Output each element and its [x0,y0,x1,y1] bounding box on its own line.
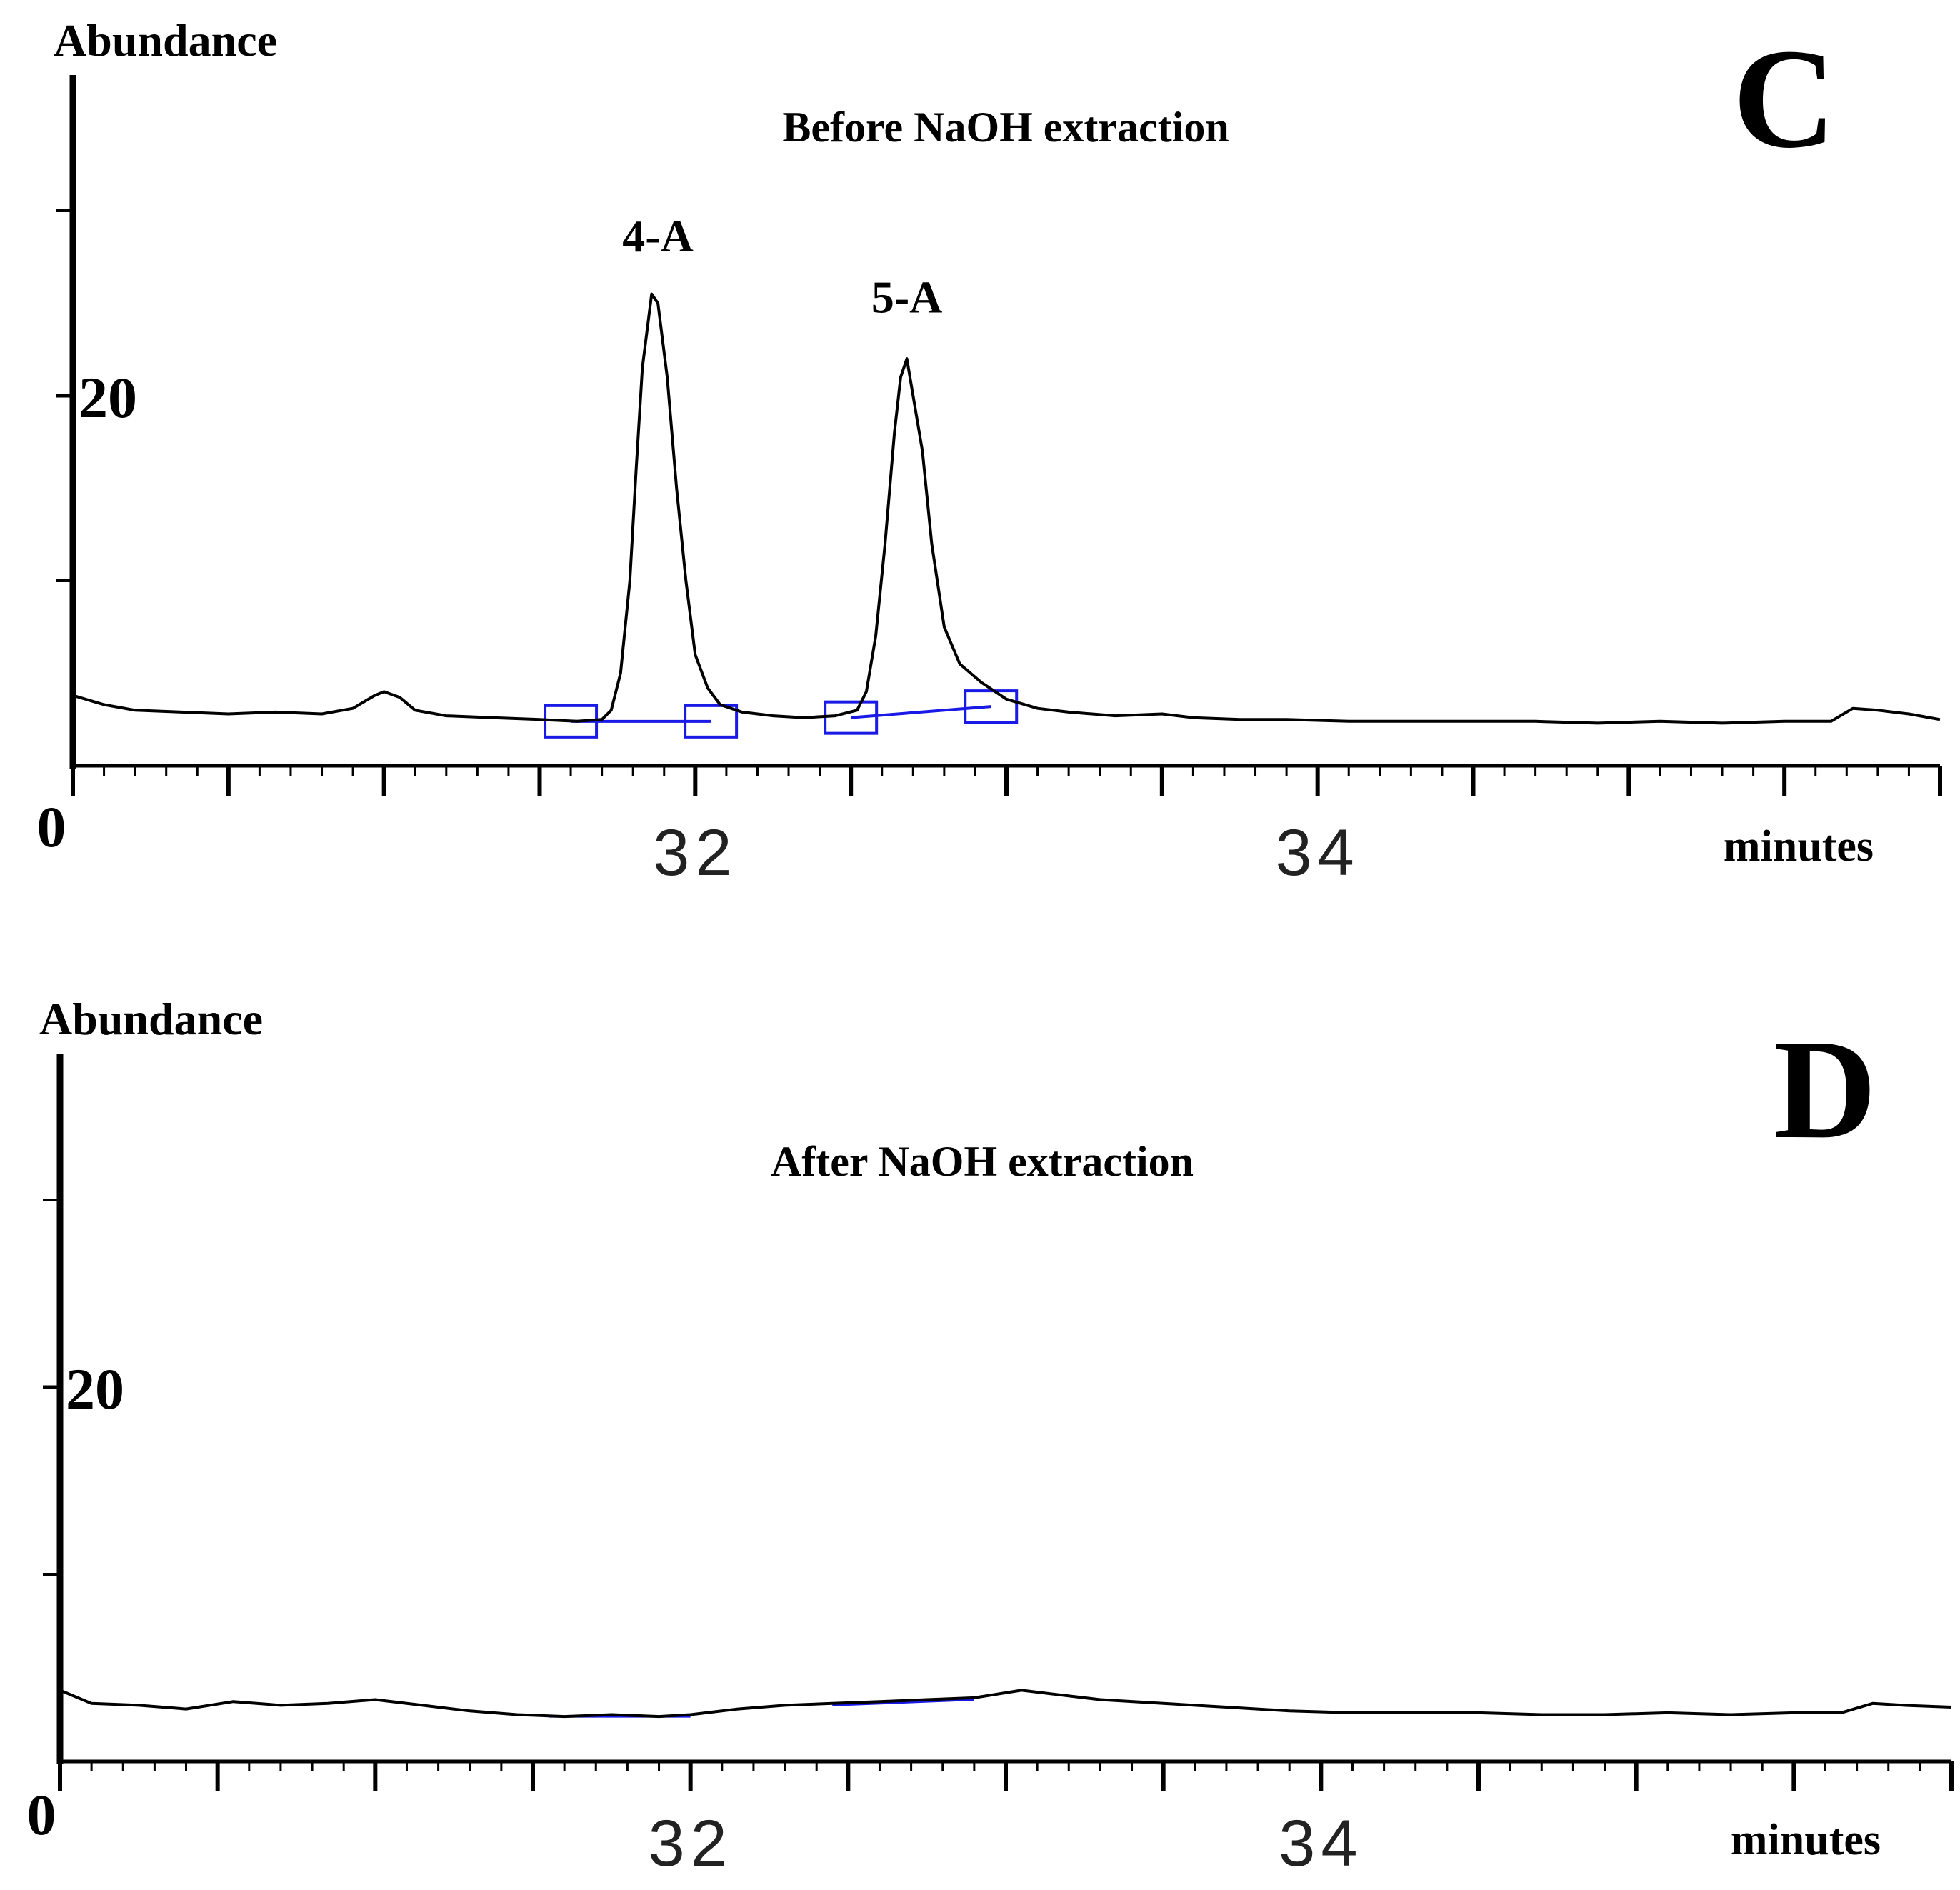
panel-c: Abundance Before NaOH extraction C minut… [37,15,1942,889]
integration-baseline-2 [832,1699,974,1706]
panel-d-label: D [1774,1011,1876,1169]
peak-label-5-a: 5-A [871,271,943,322]
baseline-end-marker-2 [964,689,1019,724]
x-tick-label-34: 34 [1279,1807,1363,1880]
y-tick-label-20: 20 [79,365,137,430]
integration-baseline-2 [851,705,991,719]
panel-d-plot: 0 20 32 34 [27,1054,1954,1880]
y-tick-label-20: 20 [66,1356,124,1421]
panel-d: Abundance After NaOH extraction D minute… [27,994,1954,1880]
x-tick-label-32: 32 [653,816,737,889]
peak-label-4-a: 4-A [622,211,694,261]
y-tick-label-0: 0 [27,1782,56,1847]
panel-c-ylabel: Abundance [54,15,277,66]
baseline-end-marker-1 [684,704,739,739]
panel-c-xlabel: minutes [1724,822,1874,871]
panel-d-xlabel: minutes [1731,1816,1881,1864]
panel-c-title: Before NaOH extraction [782,104,1229,151]
panel-d-ylabel: Abundance [39,994,263,1044]
panel-c-plot: 0 20 32 34 4-A 5-A [37,75,1942,889]
panel-d-title: After NaOH extraction [771,1138,1194,1185]
x-tick-label-34: 34 [1275,816,1359,889]
x-tick-label-32: 32 [648,1807,732,1880]
panel-c-label: C [1733,20,1836,178]
y-tick-label-0: 0 [37,794,66,859]
chromatogram-trace [72,292,1941,725]
chromatogram-trace [59,1689,1952,1719]
